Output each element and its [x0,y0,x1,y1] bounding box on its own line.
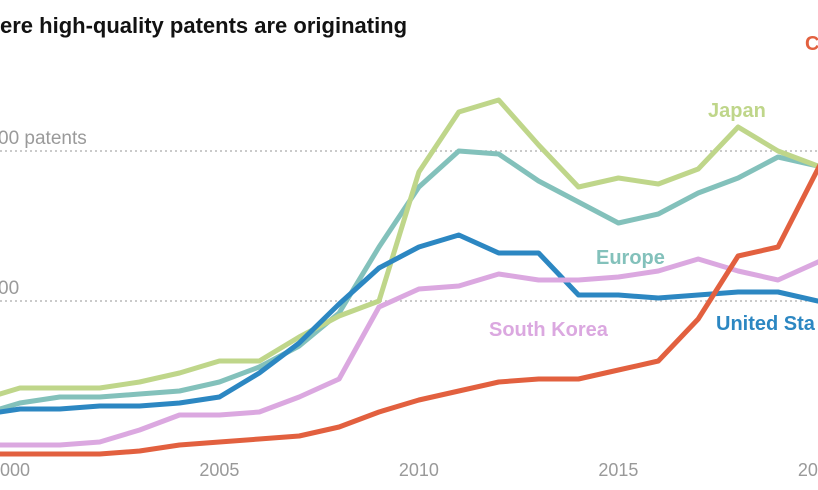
series-line-japan [0,97,818,397]
series-label-united-states: United Sta [716,313,816,335]
gridline-label-0: 00 [0,278,19,299]
series-line-south-korea [0,256,818,448]
series-label-china: Ch [805,33,818,55]
series-label-europe: Europe [596,247,665,269]
series-line-europe [0,148,818,412]
x-tick-label-4: 2020 [798,460,818,480]
series-label-japan: Japan [708,100,766,122]
x-tick-label-2: 2010 [399,460,439,480]
x-axis-ticks: 000 2005 2010 2015 2020 [0,460,818,480]
series-label-south-korea: South Korea [489,319,609,341]
series-labels: Japan Europe United Sta South Korea Ch [489,33,818,341]
x-tick-label-0: 000 [0,460,30,480]
series-line-china [0,163,818,457]
x-tick-label-3: 2015 [598,460,638,480]
x-tick-label-1: 2005 [199,460,239,480]
gridlines: 00 00 patents [0,128,818,302]
gridline-label-1: 00 patents [0,128,87,149]
series-lines [0,97,818,457]
chart-title: ere high-quality patents are originating [0,13,407,38]
